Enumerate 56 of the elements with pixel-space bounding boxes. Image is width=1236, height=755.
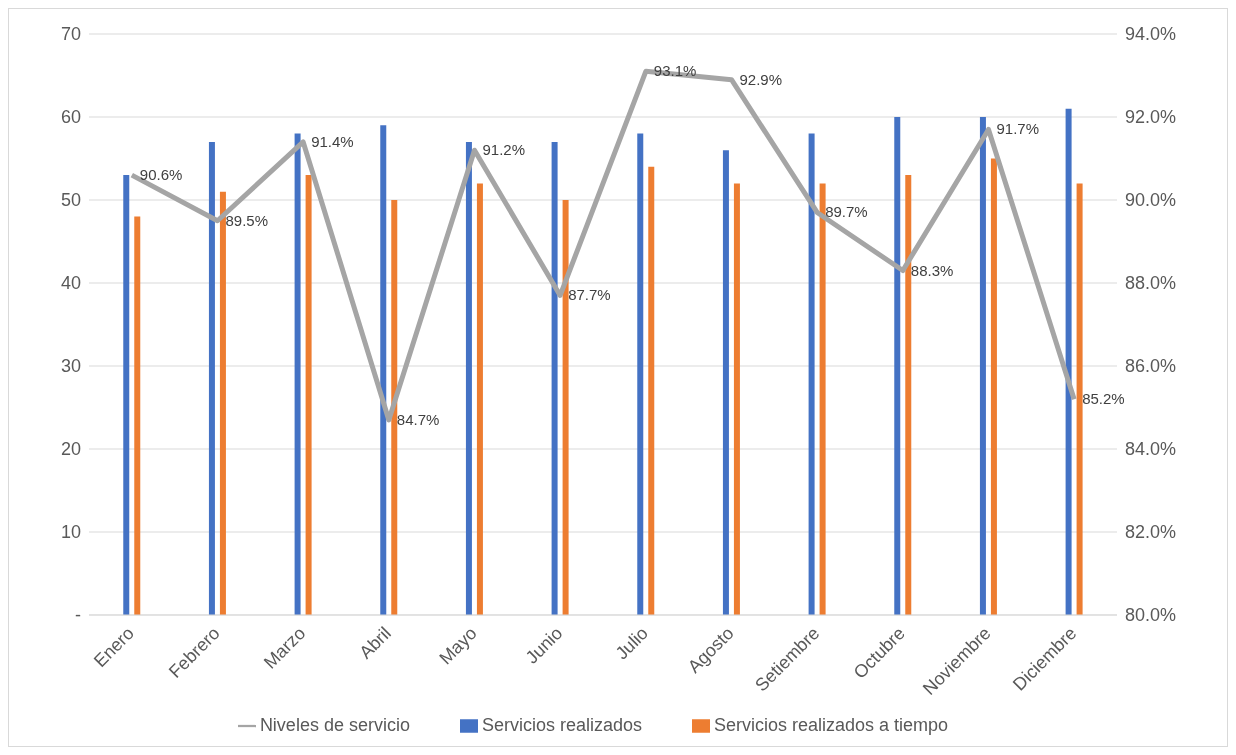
y-tick-label: 40 <box>60 273 81 294</box>
bar <box>380 125 387 615</box>
bar <box>979 117 986 615</box>
bar <box>722 150 729 615</box>
y2-tick-label: 82.0% <box>1125 522 1177 543</box>
bar <box>391 200 398 615</box>
data-label: 90.6% <box>139 166 183 184</box>
bar <box>219 191 226 615</box>
data-label: 91.7% <box>996 120 1040 138</box>
y2-tick-label: 88.0% <box>1125 273 1177 294</box>
bar <box>551 141 558 615</box>
data-label: 91.4% <box>311 132 354 150</box>
legend-label: Niveles de servicio <box>259 715 410 735</box>
data-label: 84.7% <box>396 410 440 428</box>
bar <box>562 200 569 615</box>
bar <box>208 141 215 615</box>
bar <box>1065 108 1072 615</box>
y-tick-label: 60 <box>60 107 81 128</box>
x-tick-label: Julio <box>611 623 653 664</box>
y2-tick-label: 90.0% <box>1125 190 1177 211</box>
y-tick-label: - <box>75 605 81 626</box>
bar <box>905 175 912 615</box>
bar <box>134 216 141 615</box>
data-label: 89.5% <box>225 211 269 229</box>
bar <box>648 166 655 615</box>
data-label: 85.2% <box>1082 390 1125 408</box>
y2-tick-label: 92.0% <box>1125 107 1177 128</box>
y2-tick-label: 84.0% <box>1125 439 1177 460</box>
bar <box>123 175 130 615</box>
y-tick-label: 50 <box>60 190 81 211</box>
y-tick-label: 30 <box>60 356 81 377</box>
legend-label: Servicios realizados a tiempo <box>714 715 949 735</box>
bar <box>476 183 483 615</box>
data-label: 92.9% <box>739 70 783 88</box>
bar <box>990 158 997 615</box>
bar <box>1076 183 1083 615</box>
data-label: 91.2% <box>482 141 526 159</box>
y-tick-label: 20 <box>60 439 81 460</box>
legend-label: Servicios realizados <box>481 715 643 735</box>
data-label: 93.1% <box>653 62 697 80</box>
bar <box>819 183 826 615</box>
y2-tick-label: 94.0% <box>1125 24 1177 45</box>
data-label: 89.7% <box>825 203 868 221</box>
bar <box>465 141 472 615</box>
bar <box>294 133 301 615</box>
y2-tick-label: 80.0% <box>1125 605 1177 626</box>
y-tick-label: 70 <box>60 24 81 45</box>
data-label: 88.3% <box>910 261 954 279</box>
bar <box>305 175 312 615</box>
y2-tick-label: 86.0% <box>1125 356 1177 377</box>
data-label: 87.7% <box>568 286 611 304</box>
bar <box>733 183 740 615</box>
y-tick-label: 10 <box>60 522 81 543</box>
bar <box>637 133 644 615</box>
bar <box>808 133 815 615</box>
bar <box>894 117 901 615</box>
